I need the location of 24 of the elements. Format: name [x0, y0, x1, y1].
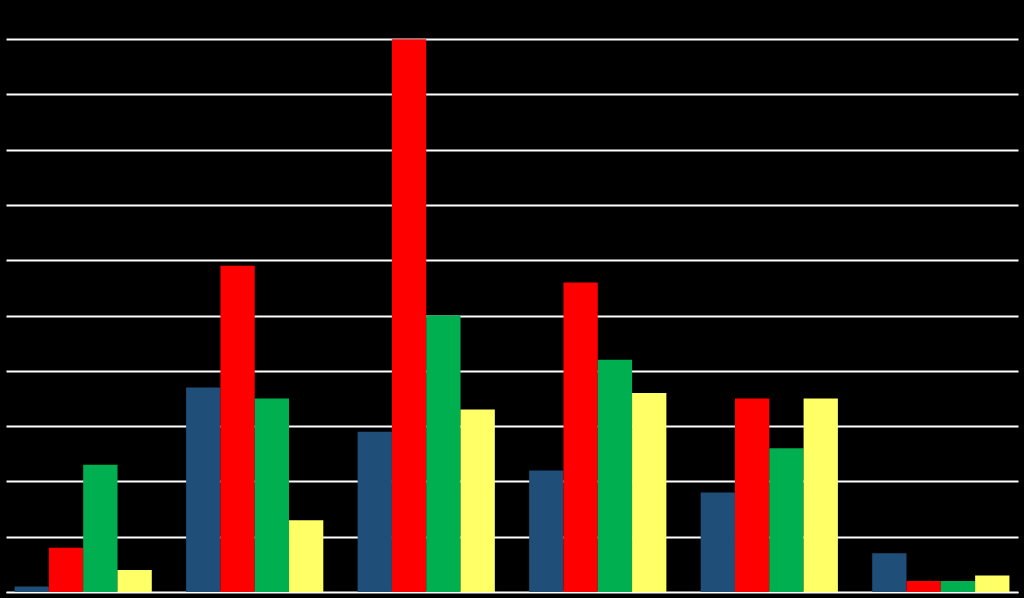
bar: [14, 586, 49, 592]
bar: [632, 392, 667, 592]
bar: [734, 398, 770, 592]
bar: [940, 580, 976, 592]
bar: [769, 448, 804, 592]
bar: [975, 575, 1010, 592]
bar: [426, 315, 461, 592]
bar: [220, 265, 255, 592]
bar: [460, 409, 495, 592]
bar: [563, 282, 598, 592]
bar: [117, 569, 152, 592]
bar: [529, 470, 564, 592]
bar: [872, 553, 907, 592]
bar: [700, 492, 735, 592]
bar: [48, 547, 84, 592]
bar: [186, 387, 221, 592]
bar: [83, 464, 118, 592]
bar: [289, 520, 324, 592]
bar: [254, 398, 290, 592]
bar: [391, 39, 427, 592]
bar: [906, 580, 941, 592]
bar: [357, 431, 392, 592]
bar: [597, 359, 633, 592]
bar: [803, 398, 838, 592]
